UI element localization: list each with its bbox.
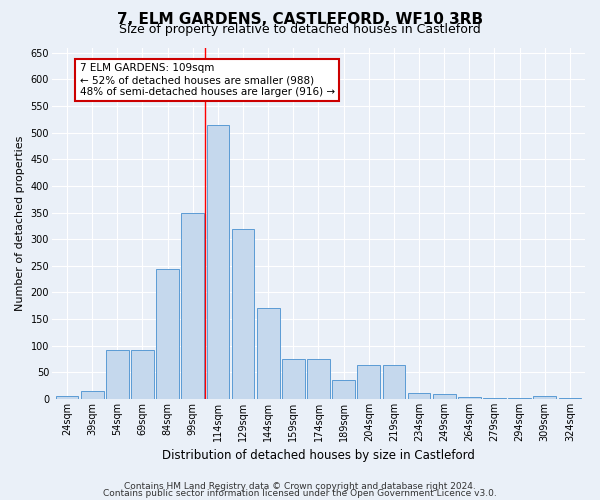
Text: Size of property relative to detached houses in Castleford: Size of property relative to detached ho… bbox=[119, 22, 481, 36]
Bar bbox=[508, 398, 531, 399]
Bar bbox=[307, 359, 330, 399]
Bar bbox=[358, 366, 380, 399]
Text: 7, ELM GARDENS, CASTLEFORD, WF10 3RB: 7, ELM GARDENS, CASTLEFORD, WF10 3RB bbox=[117, 12, 483, 28]
Bar bbox=[282, 359, 305, 399]
Bar bbox=[483, 398, 506, 399]
Bar bbox=[408, 392, 430, 399]
Text: Contains public sector information licensed under the Open Government Licence v3: Contains public sector information licen… bbox=[103, 490, 497, 498]
Bar bbox=[458, 398, 481, 399]
Bar bbox=[257, 308, 280, 399]
Bar bbox=[559, 398, 581, 399]
Bar bbox=[81, 391, 104, 399]
Bar bbox=[106, 350, 128, 399]
X-axis label: Distribution of detached houses by size in Castleford: Distribution of detached houses by size … bbox=[162, 450, 475, 462]
Bar bbox=[157, 268, 179, 399]
Bar bbox=[131, 350, 154, 399]
Bar bbox=[232, 228, 254, 399]
Bar bbox=[181, 212, 204, 399]
Bar bbox=[433, 394, 455, 399]
Y-axis label: Number of detached properties: Number of detached properties bbox=[15, 136, 25, 311]
Bar bbox=[332, 380, 355, 399]
Bar bbox=[533, 396, 556, 399]
Text: Contains HM Land Registry data © Crown copyright and database right 2024.: Contains HM Land Registry data © Crown c… bbox=[124, 482, 476, 491]
Bar bbox=[206, 124, 229, 399]
Bar bbox=[383, 366, 405, 399]
Text: 7 ELM GARDENS: 109sqm
← 52% of detached houses are smaller (988)
48% of semi-det: 7 ELM GARDENS: 109sqm ← 52% of detached … bbox=[80, 64, 335, 96]
Bar bbox=[56, 396, 79, 399]
